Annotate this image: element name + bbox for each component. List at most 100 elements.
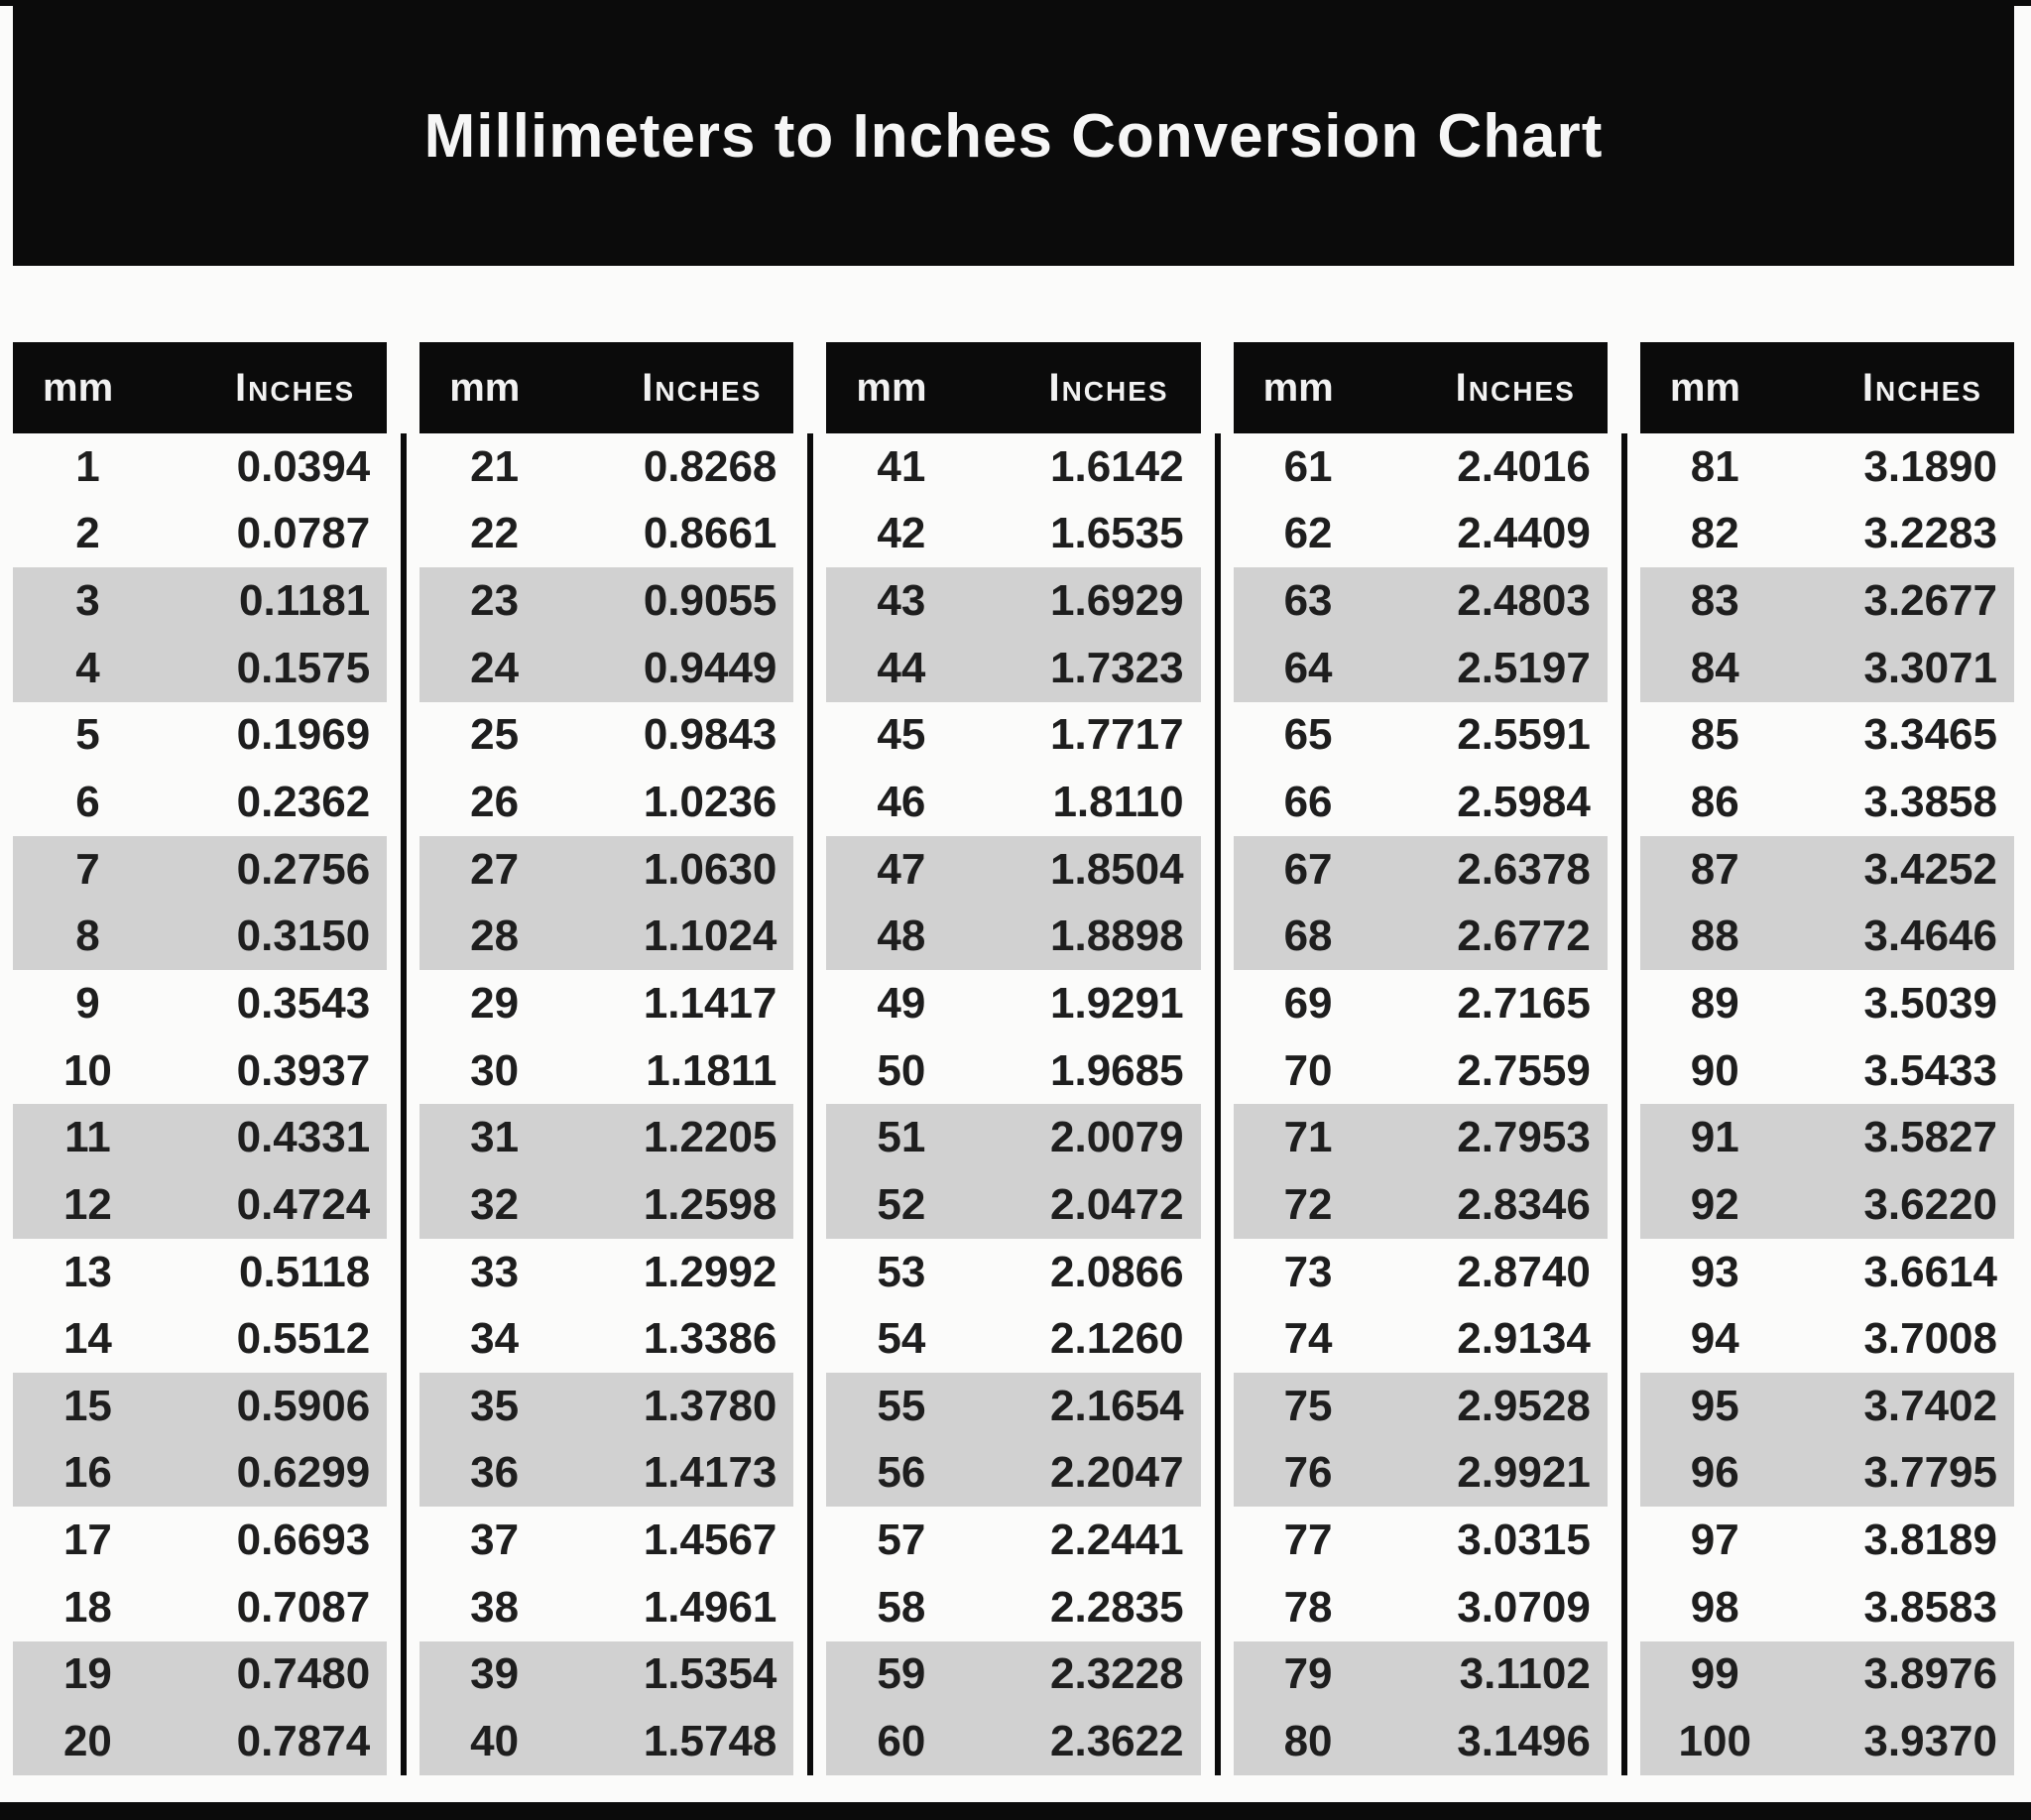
inches-cell: 2.6772 [1457, 911, 1591, 961]
inches-cell: 3.0709 [1457, 1582, 1591, 1632]
mm-cell: 60 [877, 1716, 926, 1765]
table-row: 45 1.7717 [826, 702, 1200, 770]
mm-cell: 33 [470, 1247, 520, 1296]
mm-cell: 52 [877, 1179, 926, 1229]
table-row: 18 0.7087 [13, 1574, 387, 1641]
mm-cell: 61 [1283, 441, 1333, 491]
mm-cell: 94 [1690, 1314, 1739, 1364]
inches-cell: 1.2598 [643, 1179, 777, 1229]
mm-cell: 21 [470, 441, 520, 491]
column-header-inches: Inches [1048, 365, 1169, 410]
inches-cell: 2.3622 [1050, 1716, 1184, 1765]
inches-cell: 1.4961 [643, 1582, 777, 1632]
mm-cell: 93 [1690, 1247, 1739, 1296]
inches-cell: 0.4331 [236, 1113, 371, 1162]
inches-cell: 0.3150 [236, 911, 371, 961]
column-header: mm Inches [826, 342, 1201, 433]
table-row: 6 0.2362 [13, 769, 387, 836]
inches-cell: 0.9055 [643, 576, 777, 626]
table-row: 53 2.0866 [826, 1239, 1200, 1306]
column-header: mm Inches [419, 342, 794, 433]
mm-cell: 55 [877, 1381, 926, 1430]
mm-cell: 62 [1283, 509, 1333, 558]
inches-cell: 1.1417 [643, 978, 777, 1028]
mm-cell: 3 [75, 576, 100, 626]
column-rows: 1 0.0394 2 0.0787 3 0.1181 4 0.1575 5 0.1969 6 0.23… [13, 433, 408, 1775]
inches-cell: 2.2441 [1050, 1516, 1184, 1565]
table-row: 17 0.6693 [13, 1507, 387, 1574]
inches-cell: 3.4646 [1863, 911, 1997, 961]
inches-cell: 3.7795 [1863, 1448, 1997, 1498]
mm-cell: 92 [1690, 1179, 1739, 1229]
inches-cell: 0.0787 [236, 509, 371, 558]
inches-cell: 1.1811 [646, 1045, 777, 1095]
table-row: 90 3.5433 [1640, 1037, 2014, 1105]
inches-cell: 0.1969 [236, 710, 371, 760]
table-row: 12 0.4724 [13, 1171, 388, 1239]
inches-cell: 1.0236 [643, 778, 777, 827]
mm-cell: 74 [1283, 1314, 1333, 1364]
inches-cell: 0.5906 [236, 1381, 371, 1430]
mm-cell: 17 [62, 1516, 112, 1565]
inches-cell: 3.2283 [1863, 509, 1997, 558]
table-row: 58 2.2835 [826, 1574, 1200, 1641]
mm-cell: 29 [470, 978, 520, 1028]
mm-cell: 11 [64, 1113, 111, 1162]
inches-cell: 0.3937 [236, 1045, 371, 1095]
mm-cell: 57 [877, 1516, 926, 1565]
inches-cell: 2.0079 [1050, 1113, 1184, 1162]
mm-cell: 87 [1690, 844, 1739, 894]
table-row: 24 0.9449 [419, 634, 794, 702]
inches-cell: 3.8976 [1863, 1649, 1997, 1699]
table-row: 14 0.5512 [13, 1305, 387, 1373]
inches-cell: 2.0866 [1050, 1247, 1184, 1296]
table-row: 1 0.0394 [13, 433, 387, 501]
mm-cell: 89 [1690, 978, 1739, 1028]
inches-cell: 0.2756 [236, 844, 371, 894]
mm-cell: 82 [1690, 509, 1739, 558]
column-header: mm Inches [1233, 342, 1608, 433]
mm-cell: 2 [75, 509, 100, 558]
table-row: 37 1.4567 [419, 1507, 793, 1574]
mm-cell: 14 [62, 1314, 112, 1364]
table-row: 93 3.6614 [1640, 1239, 2014, 1306]
inches-cell: 0.9843 [643, 710, 777, 760]
inches-cell: 2.0472 [1050, 1179, 1184, 1229]
table-row: 22 0.8661 [419, 501, 793, 568]
mm-cell: 99 [1690, 1649, 1739, 1699]
mm-cell: 53 [877, 1247, 926, 1296]
column-header-mm: mm [43, 365, 114, 410]
column-rows: 41 1.6142 42 1.6535 43 1.6929 44 1.7323 45 1.7717… [826, 433, 1221, 1775]
table-row: 26 1.0236 [419, 769, 793, 836]
inches-cell: 1.4567 [643, 1516, 777, 1565]
table-row: 72 2.8346 [1233, 1171, 1608, 1239]
table-row: 87 3.4252 [1639, 835, 2015, 904]
inches-cell: 1.7323 [1050, 643, 1184, 692]
table-row: 51 2.0079 [826, 1104, 1201, 1172]
mm-cell: 72 [1283, 1179, 1333, 1229]
inches-cell: 1.3386 [643, 1314, 777, 1364]
table-row: 86 3.3858 [1640, 769, 2014, 836]
table-row: 78 3.0709 [1234, 1574, 1608, 1641]
inches-cell: 2.5197 [1457, 643, 1591, 692]
inches-cell: 0.4724 [236, 1179, 371, 1229]
table-row: 95 3.7402 [1639, 1372, 2015, 1440]
table-row: 84 3.3071 [1639, 634, 2015, 702]
mm-cell: 36 [470, 1448, 520, 1498]
mm-cell: 68 [1283, 911, 1333, 961]
inches-cell: 2.6378 [1457, 844, 1591, 894]
table-row: 16 0.6299 [13, 1439, 388, 1508]
inches-cell: 2.9921 [1457, 1448, 1591, 1498]
table-row: 73 2.8740 [1234, 1239, 1608, 1306]
table-row: 41 1.6142 [826, 433, 1200, 501]
table-row: 48 1.8898 [826, 903, 1201, 971]
table-row: 33 1.2992 [419, 1239, 793, 1306]
inches-cell: 2.1260 [1050, 1314, 1184, 1364]
mm-cell: 65 [1283, 710, 1333, 760]
mm-cell: 8 [75, 911, 100, 961]
table-row: 13 0.5118 [13, 1239, 387, 1306]
inches-cell: 2.9134 [1457, 1314, 1591, 1364]
inches-cell: 1.3780 [643, 1381, 777, 1430]
table-row: 44 1.7323 [826, 634, 1201, 702]
inches-cell: 0.2362 [236, 778, 371, 827]
